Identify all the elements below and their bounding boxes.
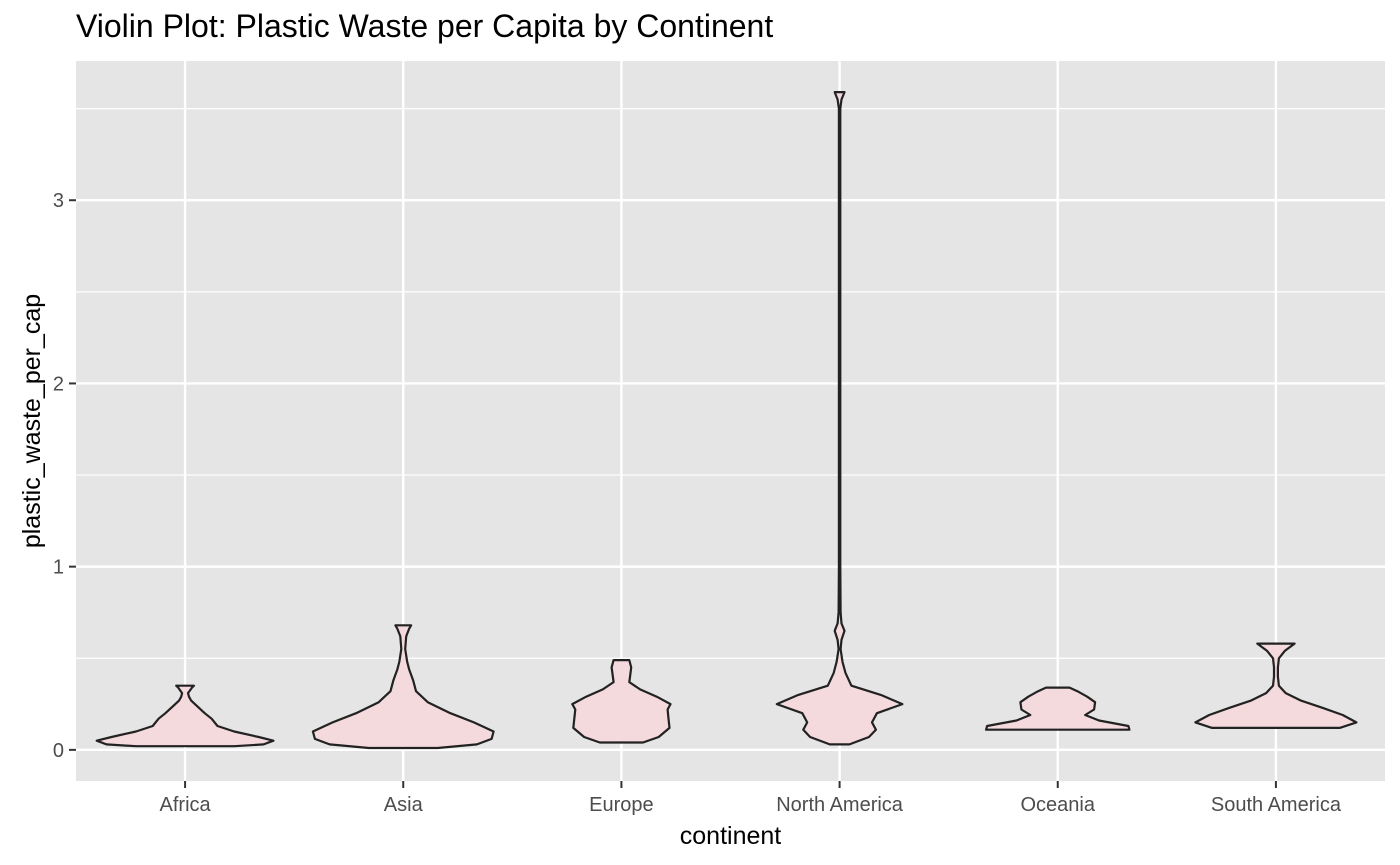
y-tick-label: 1 bbox=[53, 557, 64, 579]
x-tick-label: North America bbox=[776, 794, 904, 816]
violin-south-america bbox=[1194, 642, 1358, 729]
violin-africa bbox=[95, 684, 275, 748]
y-axis: 0 1 2 3 bbox=[53, 190, 76, 762]
y-tick-label: 0 bbox=[53, 740, 64, 762]
x-tick-label: Asia bbox=[384, 794, 424, 816]
x-tick-label: Oceania bbox=[1021, 794, 1096, 816]
violin-asia bbox=[311, 624, 495, 750]
y-axis-title: plastic_waste_per_cap bbox=[18, 294, 46, 548]
y-tick-label: 2 bbox=[53, 373, 64, 395]
x-axis: Africa Asia Europe North America Oceania Sout… bbox=[160, 781, 1342, 816]
violins bbox=[95, 91, 1358, 750]
x-axis-title: continent bbox=[680, 822, 782, 850]
chart-title: Violin Plot: Plastic Waste per Capita by… bbox=[76, 8, 774, 44]
x-tick-label: South America bbox=[1211, 794, 1342, 816]
violin-oceania bbox=[985, 686, 1131, 731]
plot-panel bbox=[76, 61, 1385, 781]
x-tick-label: Europe bbox=[589, 794, 654, 816]
violin-north-america bbox=[775, 91, 904, 746]
x-tick-label: Africa bbox=[160, 794, 212, 816]
y-tick-label: 3 bbox=[53, 190, 64, 212]
violin-europe bbox=[571, 659, 672, 744]
